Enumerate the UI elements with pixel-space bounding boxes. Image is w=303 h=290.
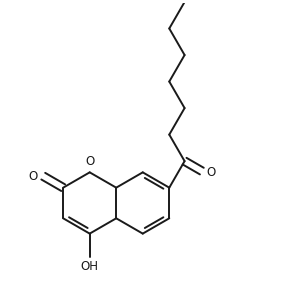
Text: OH: OH xyxy=(81,260,99,273)
Text: O: O xyxy=(28,170,38,183)
Text: O: O xyxy=(85,155,94,168)
Text: O: O xyxy=(206,166,215,179)
